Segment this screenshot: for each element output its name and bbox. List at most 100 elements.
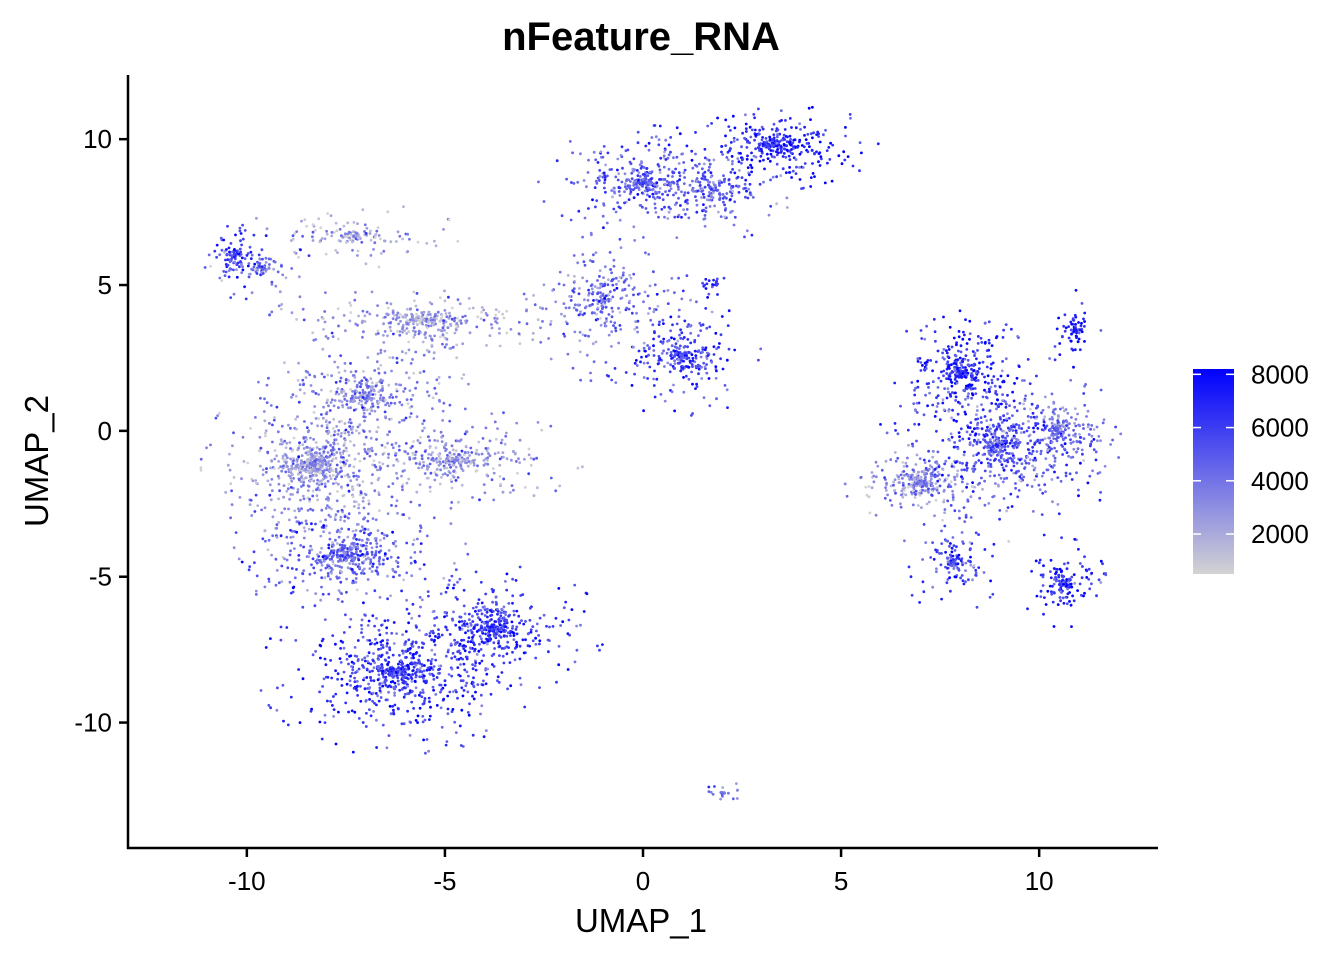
data-point <box>500 647 504 650</box>
data-point <box>307 555 311 559</box>
data-point <box>532 294 535 297</box>
data-point <box>366 398 370 401</box>
data-point <box>495 603 498 606</box>
data-point <box>653 331 656 335</box>
data-point <box>703 214 707 217</box>
data-point <box>578 330 582 334</box>
data-point <box>310 448 314 452</box>
data-point <box>457 453 461 456</box>
data-point <box>368 232 372 235</box>
data-point <box>330 231 334 234</box>
data-point <box>233 248 236 251</box>
data-point <box>498 475 502 478</box>
data-point <box>344 559 348 563</box>
data-point <box>369 387 373 390</box>
data-point <box>434 392 438 395</box>
data-point <box>320 576 324 580</box>
data-point <box>354 577 358 580</box>
data-point <box>376 529 380 532</box>
data-point <box>360 399 364 403</box>
data-point <box>476 602 480 605</box>
data-point <box>439 706 443 710</box>
data-point <box>695 199 698 202</box>
data-point <box>357 314 360 318</box>
data-point <box>374 549 378 553</box>
data-point <box>438 667 442 671</box>
data-point <box>355 588 359 592</box>
data-point <box>644 171 647 175</box>
data-point <box>474 570 478 574</box>
data-point <box>394 671 398 674</box>
data-point <box>459 319 463 322</box>
data-point <box>257 380 260 384</box>
data-point <box>294 394 298 398</box>
data-point <box>338 470 342 474</box>
data-point <box>486 446 490 450</box>
data-point <box>603 178 607 182</box>
data-point <box>289 426 292 430</box>
data-point <box>232 431 235 435</box>
data-point <box>642 181 646 185</box>
data-point <box>784 155 788 159</box>
data-point <box>511 624 515 628</box>
data-point <box>424 323 428 327</box>
data-point <box>680 215 683 219</box>
data-point <box>323 320 327 324</box>
data-point <box>503 618 507 622</box>
data-point <box>607 293 611 296</box>
data-point <box>356 694 359 697</box>
data-point <box>365 667 369 671</box>
data-point <box>429 705 432 709</box>
data-point <box>632 272 636 276</box>
data-point <box>754 147 757 151</box>
data-point <box>708 205 712 208</box>
data-point <box>587 158 590 162</box>
data-point <box>723 195 726 199</box>
data-point <box>685 354 688 357</box>
data-point <box>676 183 679 186</box>
data-point <box>394 318 398 321</box>
data-point <box>459 461 462 464</box>
data-point <box>571 289 575 293</box>
data-point <box>376 418 379 421</box>
data-point <box>666 289 670 292</box>
data-point <box>617 306 620 310</box>
data-point <box>585 279 589 283</box>
data-point <box>528 606 532 610</box>
data-point <box>576 180 580 184</box>
data-point <box>344 378 348 382</box>
data-point <box>458 626 462 630</box>
data-point <box>452 610 455 614</box>
data-point <box>628 299 631 303</box>
data-point <box>332 715 335 718</box>
data-point <box>592 299 595 302</box>
data-point <box>298 441 301 445</box>
data-point <box>375 438 378 441</box>
data-point <box>446 473 449 477</box>
data-point <box>614 381 618 384</box>
data-point <box>407 621 410 625</box>
data-point <box>352 536 355 540</box>
data-point <box>307 254 311 257</box>
data-point <box>449 506 453 510</box>
data-point <box>352 471 355 475</box>
data-point <box>688 183 692 187</box>
data-point <box>319 551 322 554</box>
data-point <box>466 464 470 468</box>
data-point <box>272 267 275 271</box>
data-point <box>714 365 718 368</box>
data-point <box>468 454 471 457</box>
data-point <box>393 687 397 691</box>
data-point <box>524 638 527 642</box>
data-point <box>494 595 498 599</box>
data-point <box>390 369 393 373</box>
data-point <box>511 627 514 630</box>
data-point <box>390 495 394 499</box>
data-point <box>320 457 324 461</box>
data-point <box>636 141 640 145</box>
data-point <box>694 364 698 368</box>
data-point <box>570 181 573 184</box>
data-point <box>292 477 295 480</box>
data-point <box>648 170 652 174</box>
data-point <box>480 601 484 605</box>
